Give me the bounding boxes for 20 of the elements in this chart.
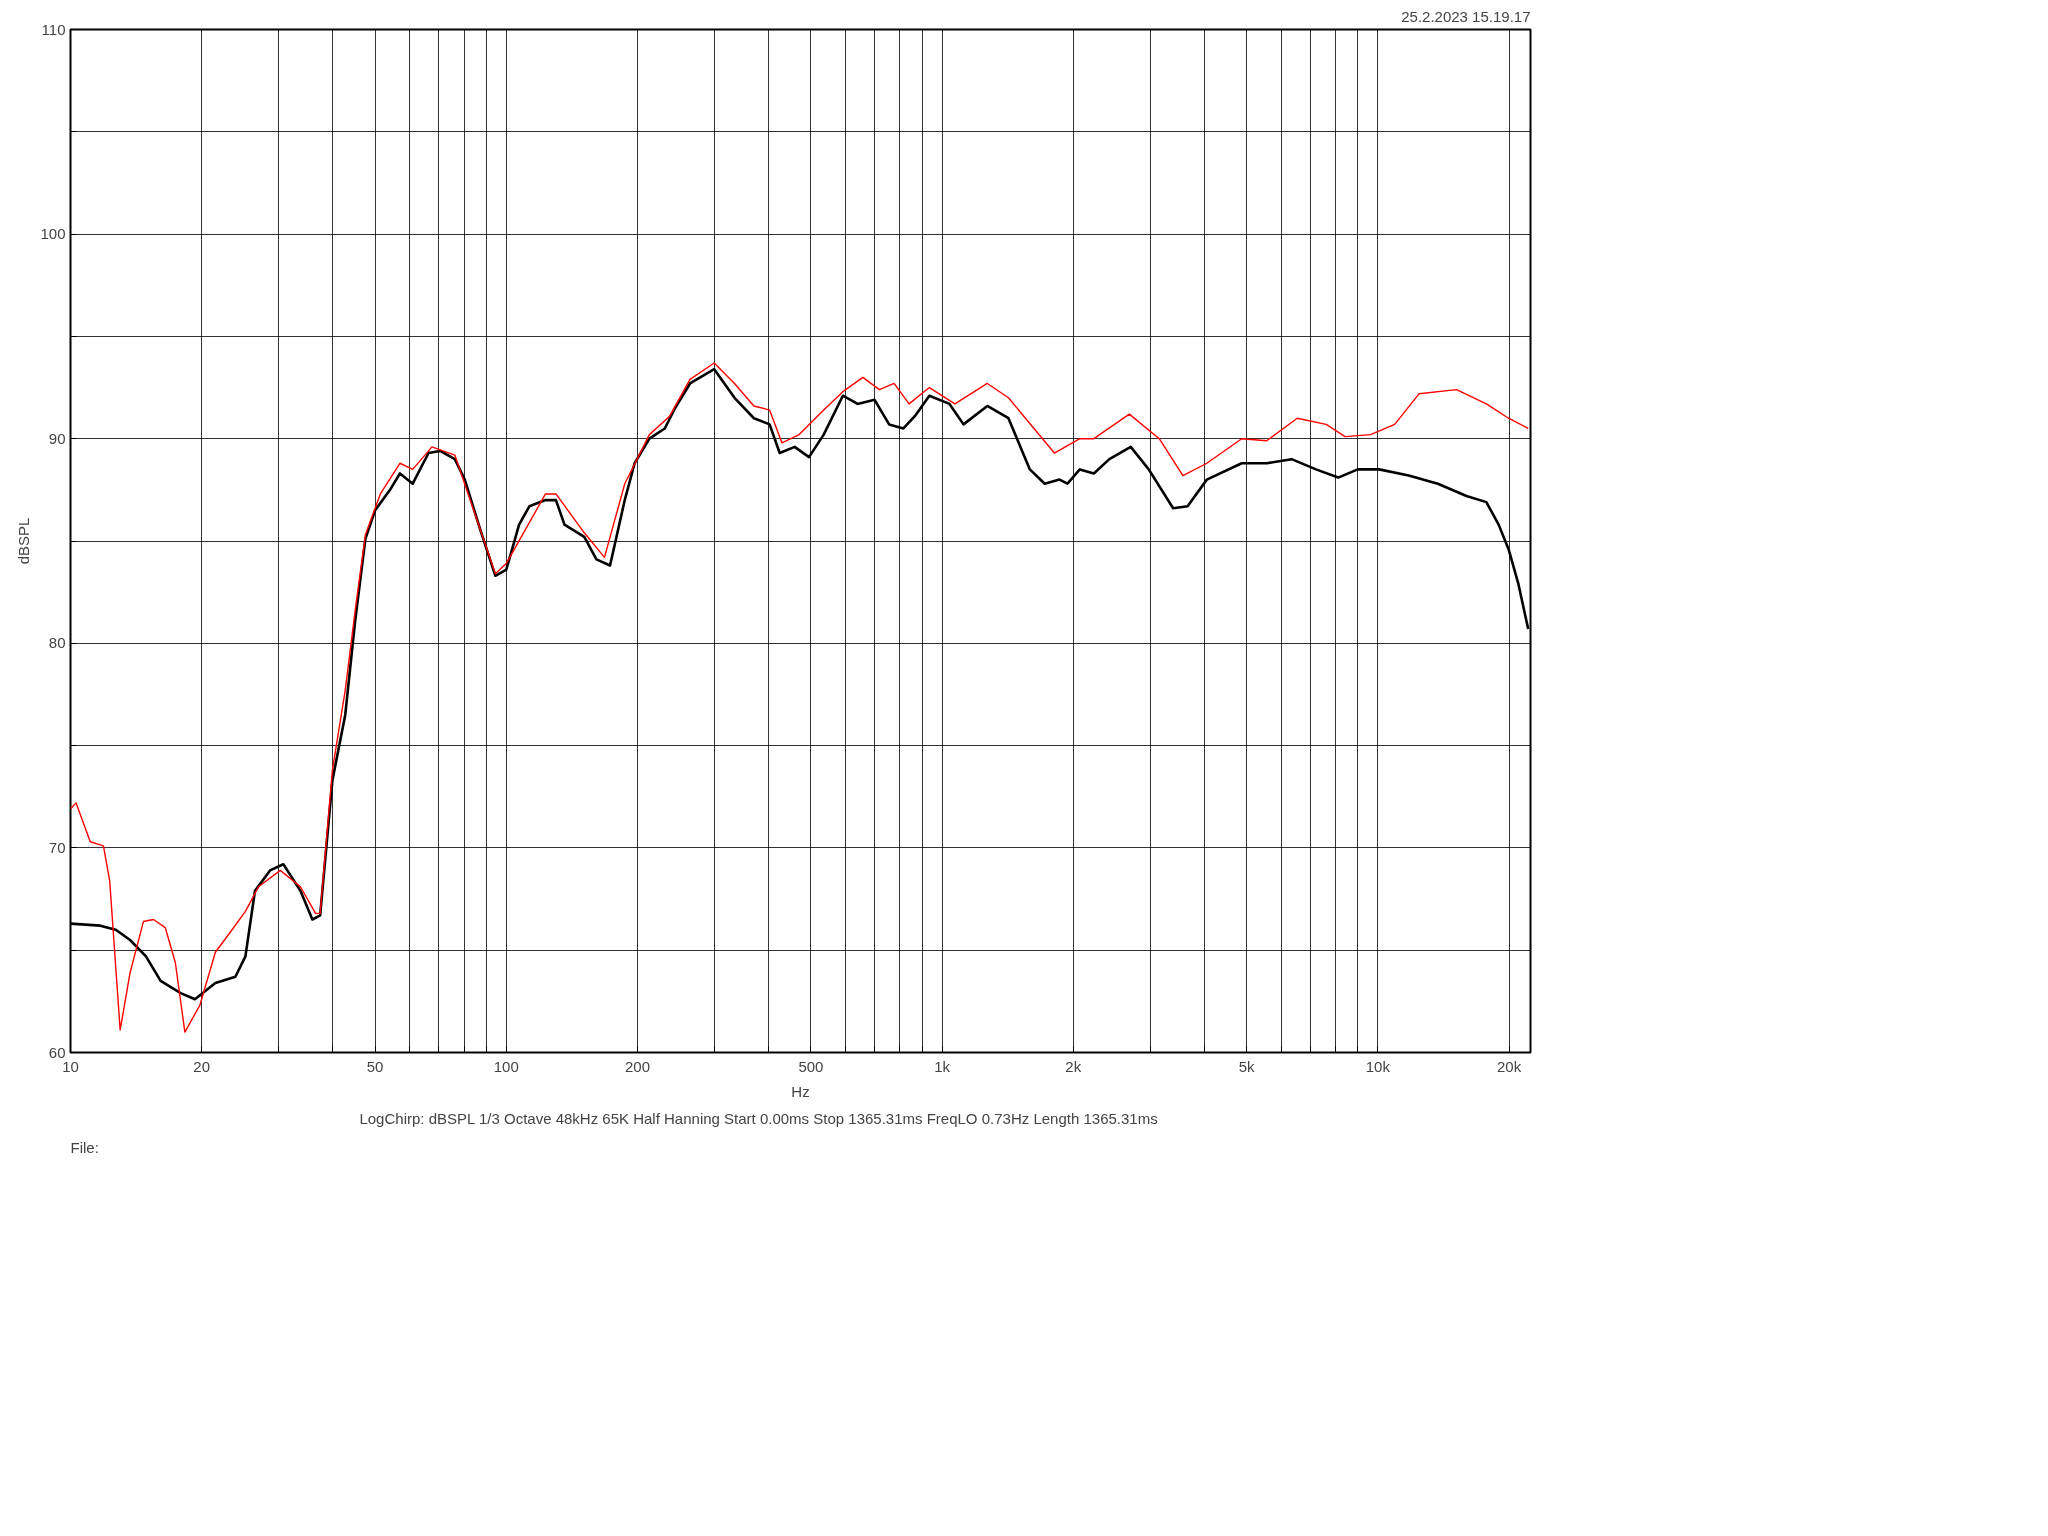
x-tick-label: 1k <box>934 1057 951 1075</box>
x-tick-label: 10k <box>1365 1057 1391 1075</box>
x-tick-label: 20k <box>1496 1057 1522 1075</box>
x-tick-label: 50 <box>366 1057 384 1075</box>
x-tick-label: 100 <box>493 1057 519 1075</box>
y-tick-label: 110 <box>41 20 66 38</box>
y-tick-label: 100 <box>40 225 66 243</box>
y-tick-label: 70 <box>48 838 66 856</box>
text: LogChirp: dBSPL 1/3 Octave 48kHz 65K Half Hanning Start 0.00ms Stop 1365.31ms FreqLO 0.73Hz Length 1365.31ms <box>359 1109 1158 1127</box>
text: 25.2.2023 15.19.17 <box>1401 7 1531 25</box>
y-axis-title: dBSPL <box>15 517 33 565</box>
x-tick-label: 200 <box>624 1057 650 1075</box>
x-tick-label: 20 <box>193 1057 211 1075</box>
y-tick-label: 90 <box>48 429 66 447</box>
x-tick-label: 5k <box>1238 1057 1256 1075</box>
x-axis-title: Hz <box>791 1082 810 1100</box>
text: File: <box>70 1138 99 1156</box>
x-tick-label: 500 <box>798 1057 824 1075</box>
x-tick-label: 2k <box>1065 1057 1082 1075</box>
y-tick-label: 80 <box>48 634 66 652</box>
